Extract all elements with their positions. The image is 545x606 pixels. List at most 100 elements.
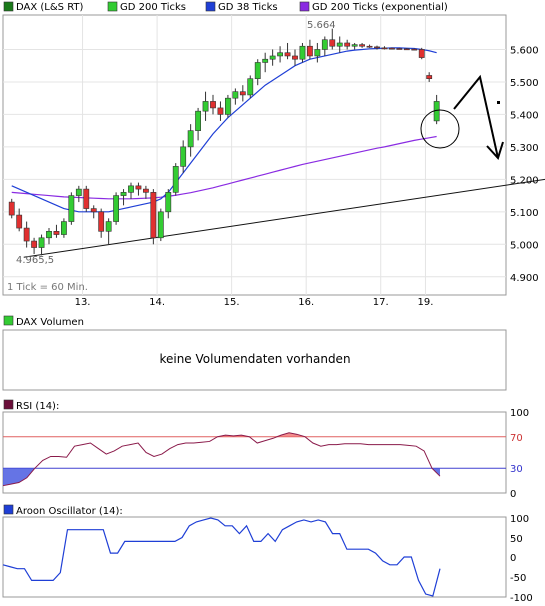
candle-body <box>366 45 373 48</box>
price-x-tick-label: 19. <box>418 297 434 308</box>
volume-swatch <box>3 315 14 326</box>
candle-body <box>247 78 254 96</box>
candle-body <box>157 211 164 239</box>
candle-body <box>344 42 351 47</box>
price-y-tick-label: 5.300 <box>510 143 539 154</box>
candle-body <box>105 221 112 232</box>
aroon-tick-50: 50 <box>510 534 523 545</box>
candle-body <box>120 192 127 196</box>
rsi-tick-70: 70 <box>510 433 523 444</box>
rsi-panel-frame <box>2 411 507 494</box>
candle-body <box>150 192 157 239</box>
candle-body <box>292 55 298 60</box>
candle-body <box>306 45 313 57</box>
price-y-tick-label: 5.100 <box>510 208 539 219</box>
price-y-tick-label: 5.600 <box>510 45 539 56</box>
legend-label-gd38: GD 38 Ticks <box>218 2 278 13</box>
rsi-tick-30: 30 <box>510 464 523 475</box>
aroon-panel: Aroon Oscillator (14): 100 50 0 -50 -100 <box>2 504 533 604</box>
candle-body <box>336 42 343 47</box>
aroon-tick-100: 100 <box>510 514 529 525</box>
tick-note: 1 Tick = 60 Min. <box>7 282 88 293</box>
legend-swatch-gd200exp <box>299 1 310 12</box>
rsi-swatch <box>3 399 14 410</box>
candle-body <box>135 185 142 190</box>
candle-body <box>277 52 283 57</box>
trend-line <box>23 178 545 258</box>
candle-body <box>359 44 365 47</box>
aroon-plot <box>2 517 441 597</box>
volume-panel-frame <box>2 329 507 391</box>
volume-title: DAX Volumen <box>16 317 84 328</box>
price-candles <box>8 28 440 256</box>
hand-drawn-arrow <box>453 74 499 159</box>
price-y-tick-label: 4.900 <box>510 273 539 284</box>
candle-body <box>225 97 231 115</box>
price-x-tick-label: 17. <box>373 297 389 308</box>
candle-body <box>314 49 321 57</box>
price-y-tick-label: 5.200 <box>510 175 539 186</box>
candle-body <box>210 101 216 109</box>
price-x-ticks: 13. 14. 15. 16. 17. 19. <box>75 297 434 308</box>
candle-body <box>98 211 105 232</box>
rsi-line <box>2 432 441 487</box>
legend-swatch-dax <box>3 1 14 12</box>
candle-body <box>46 231 52 239</box>
legend-label-gd200exp: GD 200 Ticks (exponential) <box>312 2 448 13</box>
candle-body <box>90 208 97 213</box>
candle-body <box>53 231 60 235</box>
candle-body <box>23 227 30 242</box>
aroon-swatch <box>3 504 14 515</box>
candle-body <box>411 48 418 51</box>
legend-swatch-gd38 <box>205 1 216 12</box>
legend-swatch-gd200 <box>107 1 118 12</box>
candle-body <box>262 58 269 63</box>
price-y-tick-label: 5.000 <box>510 240 539 251</box>
candle-body <box>60 221 67 235</box>
hand-drawn-arrowhead <box>486 141 504 160</box>
candle-body <box>351 44 358 47</box>
rsi-tick-100: 100 <box>510 408 529 419</box>
aroon-tick-minus50: -50 <box>510 573 526 584</box>
candle-body <box>254 62 261 79</box>
price-x-tick-label: 14. <box>149 297 165 308</box>
candle-body <box>217 107 224 115</box>
price-y-tick-label: 5.500 <box>510 78 539 89</box>
candle-body <box>68 195 75 222</box>
volume-panel: DAX Volumen keine Volumendaten vorhanden <box>2 315 507 391</box>
price-panel-frame <box>2 14 507 296</box>
candle-body <box>374 46 380 49</box>
candle-body <box>239 91 246 96</box>
candle-body <box>75 188 82 196</box>
price-y-tick-label: 5.400 <box>510 110 539 121</box>
candle-body <box>232 91 239 99</box>
volume-message: keine Volumendaten vorhanden <box>159 352 350 366</box>
candle-body <box>143 188 149 193</box>
candle-body <box>8 201 15 216</box>
ma38-line <box>11 47 437 213</box>
hand-drawn-circle <box>420 109 460 149</box>
candle-body <box>165 192 172 213</box>
candle-body <box>418 49 425 58</box>
candle-body <box>180 146 187 167</box>
candle-body <box>202 101 209 112</box>
candle-body <box>195 110 201 131</box>
price-y-ticks: 5.600 5.500 5.400 5.300 5.200 5.100 5.000 4.900 <box>510 45 539 283</box>
candle-body <box>38 237 45 248</box>
legend-label-gd200: GD 200 Ticks <box>120 2 186 13</box>
aroon-title: Aroon Oscillator (14): <box>16 506 123 517</box>
rsi-tick-0: 0 <box>510 489 516 500</box>
candle-body <box>321 39 328 50</box>
candle-body <box>388 47 395 50</box>
candle-body <box>269 55 276 60</box>
rsi-plot <box>2 432 506 487</box>
legend: DAX (L&S RT) GD 200 Ticks GD 38 Ticks GD… <box>3 1 448 13</box>
candle-body <box>284 52 291 57</box>
candle-body <box>16 214 23 229</box>
aroon-panel-frame <box>2 516 507 598</box>
candle-body <box>172 166 179 193</box>
candle-body <box>396 48 403 50</box>
aroon-tick-0: 0 <box>510 553 516 564</box>
candle-body <box>187 130 194 148</box>
